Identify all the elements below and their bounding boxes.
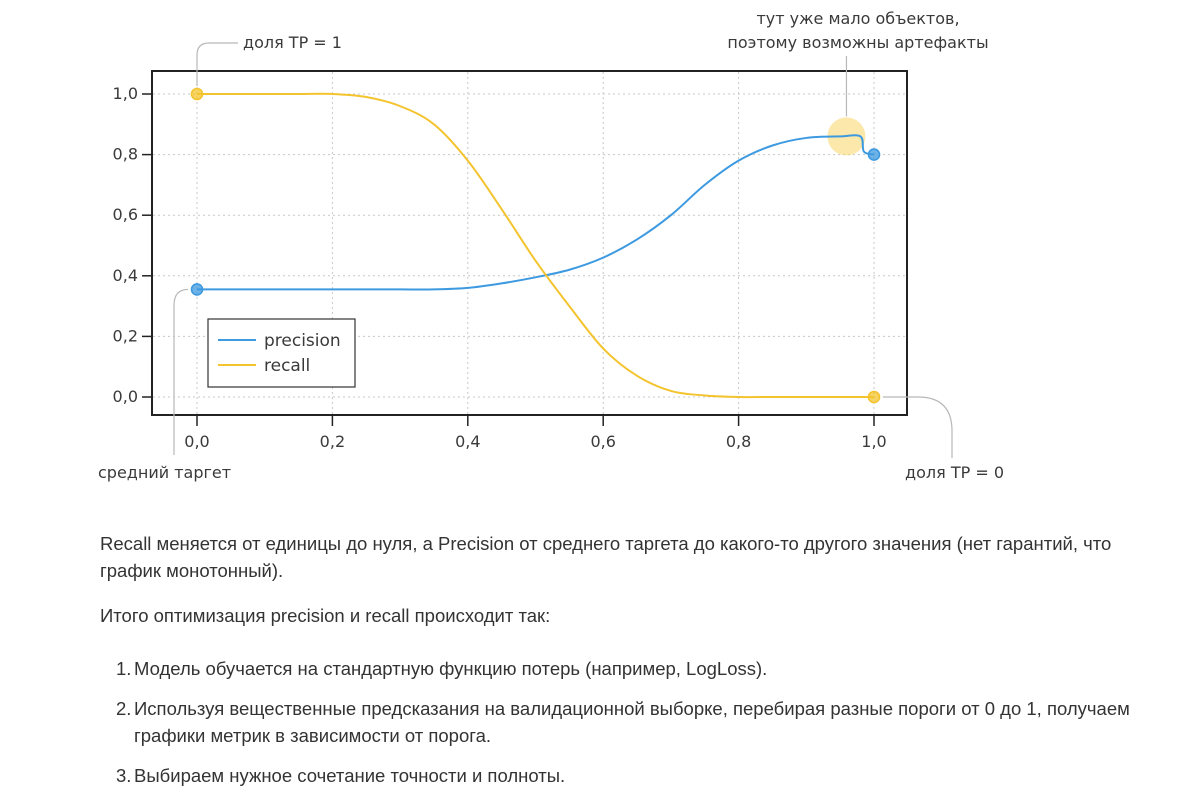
x-tick-label: 0,2 — [320, 432, 345, 451]
list-item: 2. Используя вещественные предсказания на… — [116, 695, 1170, 749]
x-tick-label: 1,0 — [861, 432, 886, 451]
legend-box — [207, 318, 356, 388]
annotation-leader-tp0 — [883, 396, 953, 458]
series-line-precision — [196, 134, 875, 291]
endpoint-markers — [190, 87, 881, 404]
lead-paragraph: Итого оптимизация precision и recall про… — [100, 605, 551, 626]
annotation-tp0: доля TP = 0 — [905, 463, 1004, 482]
list-item-number: 3. — [116, 765, 132, 786]
legend-label-precision: precision — [264, 331, 341, 351]
annotation-artifacts-line-1: тут уже мало объектов, — [756, 9, 959, 28]
y-tick-label: 0,4 — [113, 266, 138, 285]
list-item-number: 2. — [116, 698, 132, 719]
x-tick-label: 0,8 — [726, 432, 751, 451]
legend: precision recall — [207, 318, 356, 388]
y-tick-label: 0,6 — [113, 205, 138, 224]
data-point-precision-start — [190, 283, 204, 296]
series — [196, 92, 875, 399]
y-tick-label: 0,2 — [113, 326, 138, 345]
annotation-leader-mean-target — [173, 288, 189, 455]
list-item-text: Выбираем нужное сочетание точности и пол… — [134, 765, 566, 786]
data-point-precision-end — [867, 148, 881, 161]
intro-paragraph: Recall меняется от единицы до нуля, а Pr… — [100, 533, 1112, 581]
x-tick-label: 0,4 — [455, 432, 480, 451]
list-item: 1. Модель обучается на стандартную функци… — [116, 655, 1170, 682]
data-point-recall-start — [190, 87, 204, 101]
annotation-leader-tp1 — [196, 42, 238, 86]
legend-label-recall: recall — [264, 356, 310, 376]
y-tick-label: 0,8 — [113, 145, 138, 164]
annotation-tp1: доля TP = 1 — [243, 33, 342, 52]
article-text: Recall меняется от единицы до нуля, а Pr… — [100, 530, 1170, 802]
annotation-artifacts-line-2: поэтому возможны артефакты — [727, 33, 988, 52]
threshold-metrics-chart: 0,0 0,2 0,4 0,6 0,8 1,0 0,0 0,2 0,4 0,6 0,8 1,0 дол… — [98, 9, 1004, 482]
list-item-text: Используя вещественные предсказания на в… — [134, 698, 1130, 746]
y-tick-label: 0,0 — [113, 387, 138, 406]
list-item: 3. Выбираем нужное сочетание точности и п… — [116, 762, 1170, 789]
list-item-text: Модель обучается на стандартную функцию … — [134, 658, 768, 679]
x-tick-label: 0,6 — [590, 432, 615, 451]
axis-ticks: 0,0 0,2 0,4 0,6 0,8 1,0 0,0 0,2 0,4 0,6 0,8 1,0 — [113, 84, 887, 451]
annotation-mean-target: средний таргет — [98, 463, 231, 482]
list-item-number: 1. — [116, 658, 132, 679]
annotations: доля TP = 1 тут уже мало объектов, поэто… — [98, 9, 1004, 482]
plot-frame — [151, 70, 908, 416]
series-line-recall — [197, 92, 874, 399]
y-tick-label: 1,0 — [113, 84, 138, 103]
steps-list: 1. Модель обучается на стандартную функци… — [100, 655, 1170, 789]
data-point-recall-end — [867, 390, 881, 404]
x-tick-label: 0,0 — [184, 432, 209, 451]
